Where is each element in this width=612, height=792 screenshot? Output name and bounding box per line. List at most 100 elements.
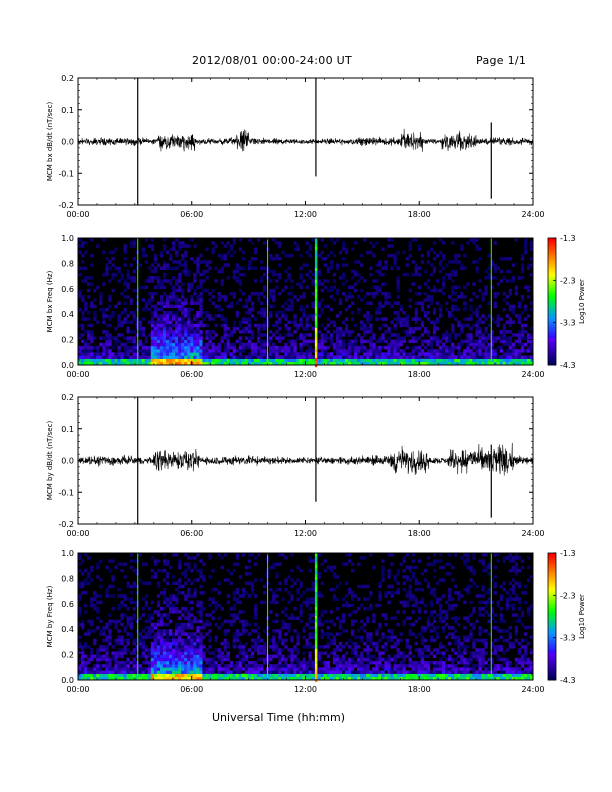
- burst-line-segment: [314, 355, 318, 359]
- burst-line-segment: [314, 295, 318, 299]
- burst-line-segment: [314, 283, 318, 287]
- y-axis-label: MCM bx dB/dt (nT/sec): [46, 102, 54, 182]
- burst-line-segment: [314, 658, 318, 662]
- burst-line-segment: [314, 292, 318, 296]
- burst-line-segment: [314, 586, 318, 590]
- x-tick-label: 00:00: [66, 529, 89, 538]
- burst-line-segment: [314, 244, 318, 248]
- y-axis-label: MCM bx Freq (Hz): [46, 270, 54, 332]
- burst-line-segment: [314, 652, 318, 656]
- burst-line-segment: [314, 664, 318, 668]
- burst-line-segment: [314, 676, 318, 680]
- burst-line-segment: [314, 583, 318, 587]
- burst-line-segment: [314, 301, 318, 305]
- burst-line-segment: [314, 298, 318, 302]
- x-tick-label: 24:00: [521, 210, 544, 219]
- burst-line-segment: [314, 655, 318, 659]
- burst-line-segment: [314, 622, 318, 626]
- x-tick-label: 12:00: [294, 529, 317, 538]
- y-tick-label: 0.0: [61, 676, 74, 685]
- burst-line-segment: [314, 265, 318, 269]
- burst-line-segment: [314, 268, 318, 272]
- y-tick-label: -0.2: [58, 201, 74, 210]
- burst-line-segment: [314, 340, 318, 344]
- burst-line-segment: [314, 661, 318, 665]
- y-tick-label: 1.0: [61, 234, 74, 243]
- colorbar-tick-label: -3.3: [560, 634, 576, 643]
- burst-line-segment: [314, 352, 318, 356]
- burst-line-segment: [314, 241, 318, 245]
- burst-line-segment: [314, 553, 318, 557]
- y-tick-label: 0.4: [61, 310, 74, 319]
- burst-line-segment: [314, 634, 318, 638]
- burst-line-segment: [314, 271, 318, 275]
- x-tick-label: 00:00: [66, 210, 89, 219]
- x-tick-label: 12:00: [294, 210, 317, 219]
- burst-line-segment: [314, 304, 318, 308]
- burst-line-segment: [314, 571, 318, 575]
- y-tick-label: 0.2: [61, 336, 74, 345]
- burst-line-segment: [314, 337, 318, 341]
- plot-title: 2012/08/01 00:00-24:00 UT: [192, 54, 353, 67]
- colorbar-tick-label: -2.3: [560, 591, 576, 600]
- colorbar-frame: [547, 237, 557, 366]
- colorbar-tick-label: -2.3: [560, 276, 576, 285]
- burst-line-segment: [314, 616, 318, 620]
- burst-line-segment: [314, 316, 318, 320]
- burst-line-segment: [314, 631, 318, 635]
- colorbar-label: Log10 Power: [578, 594, 586, 639]
- colorbar-tick-label: -4.3: [560, 676, 576, 685]
- y-tick-label: 1.0: [61, 549, 74, 558]
- x-axis-title: Universal Time (hh:mm): [212, 711, 345, 724]
- burst-line-segment: [314, 346, 318, 350]
- colorbar: [548, 553, 556, 681]
- burst-line-segment: [314, 640, 318, 644]
- x-tick-label: 18:00: [408, 529, 431, 538]
- burst-line-segment: [314, 643, 318, 647]
- series-line: [77, 442, 534, 476]
- burst-line-segment: [314, 343, 318, 347]
- x-tick-label: 18:00: [408, 210, 431, 219]
- colorbar-tick-label: -1.3: [560, 234, 576, 243]
- y-tick-label: -0.1: [58, 169, 74, 178]
- burst-line-segment: [314, 556, 318, 560]
- burst-line-segment: [314, 256, 318, 260]
- burst-line-segment: [314, 280, 318, 284]
- burst-line-segment: [314, 562, 318, 566]
- y-tick-label: 0.2: [61, 393, 74, 402]
- burst-line-segment: [314, 325, 318, 329]
- burst-line-segment: [314, 262, 318, 266]
- burst-line-segment: [314, 670, 318, 674]
- x-tick-label: 12:00: [294, 370, 317, 379]
- burst-line-segment: [314, 565, 318, 569]
- page-number: Page 1/1: [476, 54, 527, 67]
- burst-line-segment: [314, 625, 318, 629]
- colorbar-label: Log10 Power: [578, 279, 586, 324]
- y-tick-label: 0.2: [61, 651, 74, 660]
- burst-line-segment: [314, 334, 318, 338]
- y-tick-label: -0.2: [58, 520, 74, 529]
- y-axis-label: MCM by dB/dt (nT/sec): [46, 421, 54, 501]
- burst-line-segment: [314, 646, 318, 650]
- burst-line-segment: [314, 250, 318, 254]
- burst-line-segment: [314, 259, 318, 263]
- x-tick-label: 00:00: [66, 370, 89, 379]
- burst-line-segment: [314, 580, 318, 584]
- colorbar-frame: [547, 552, 557, 681]
- burst-line-segment: [314, 601, 318, 605]
- burst-line-segment: [314, 319, 318, 323]
- x-tick-label: 24:00: [521, 685, 544, 694]
- burst-line-segment: [314, 286, 318, 290]
- burst-line-segment: [314, 628, 318, 632]
- x-tick-label: 24:00: [521, 370, 544, 379]
- burst-line-segment: [314, 592, 318, 596]
- y-tick-label: 0.4: [61, 625, 74, 634]
- burst-line-segment: [314, 574, 318, 578]
- y-tick-label: 0.6: [61, 285, 74, 294]
- y-tick-label: 0.1: [61, 425, 74, 434]
- series-line: [77, 128, 534, 152]
- colorbar: [548, 238, 556, 366]
- colorbar-tick-label: -3.3: [560, 319, 576, 328]
- burst-line-segment: [314, 577, 318, 581]
